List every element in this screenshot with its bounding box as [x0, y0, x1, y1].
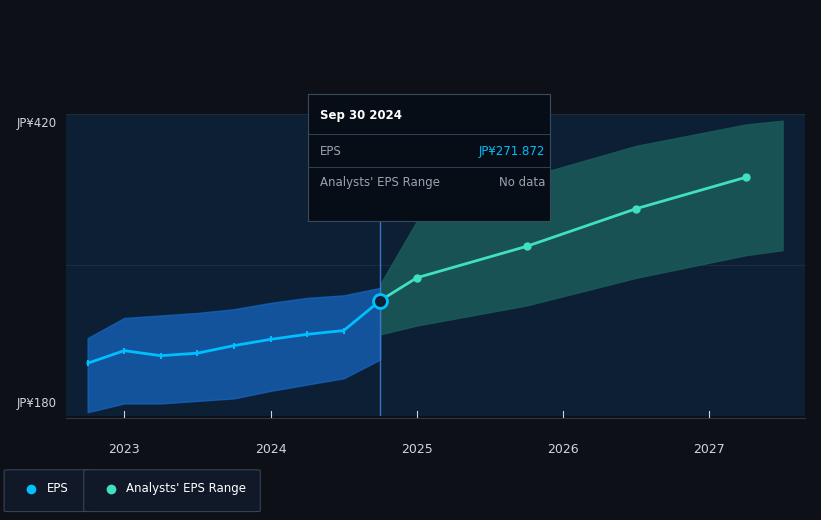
Text: 2024: 2024: [255, 443, 287, 457]
Text: Analysts' EPS Range: Analysts' EPS Range: [126, 483, 246, 496]
Text: JP¥180: JP¥180: [16, 396, 57, 410]
Text: Sep 30 2024: Sep 30 2024: [320, 109, 402, 122]
FancyBboxPatch shape: [84, 470, 260, 512]
Text: JP¥271.872: JP¥271.872: [479, 145, 545, 158]
Text: 2023: 2023: [108, 443, 140, 457]
Text: EPS: EPS: [320, 145, 342, 158]
Text: JP¥420: JP¥420: [16, 117, 57, 130]
Text: No data: No data: [499, 176, 545, 189]
FancyBboxPatch shape: [4, 470, 90, 512]
Text: Actual: Actual: [336, 121, 373, 134]
Text: Analysts Forecasts: Analysts Forecasts: [388, 121, 498, 134]
Text: 2026: 2026: [548, 443, 579, 457]
Text: Analysts' EPS Range: Analysts' EPS Range: [320, 176, 440, 189]
Text: EPS: EPS: [47, 483, 68, 496]
Text: 2027: 2027: [694, 443, 725, 457]
Text: 2025: 2025: [401, 443, 433, 457]
